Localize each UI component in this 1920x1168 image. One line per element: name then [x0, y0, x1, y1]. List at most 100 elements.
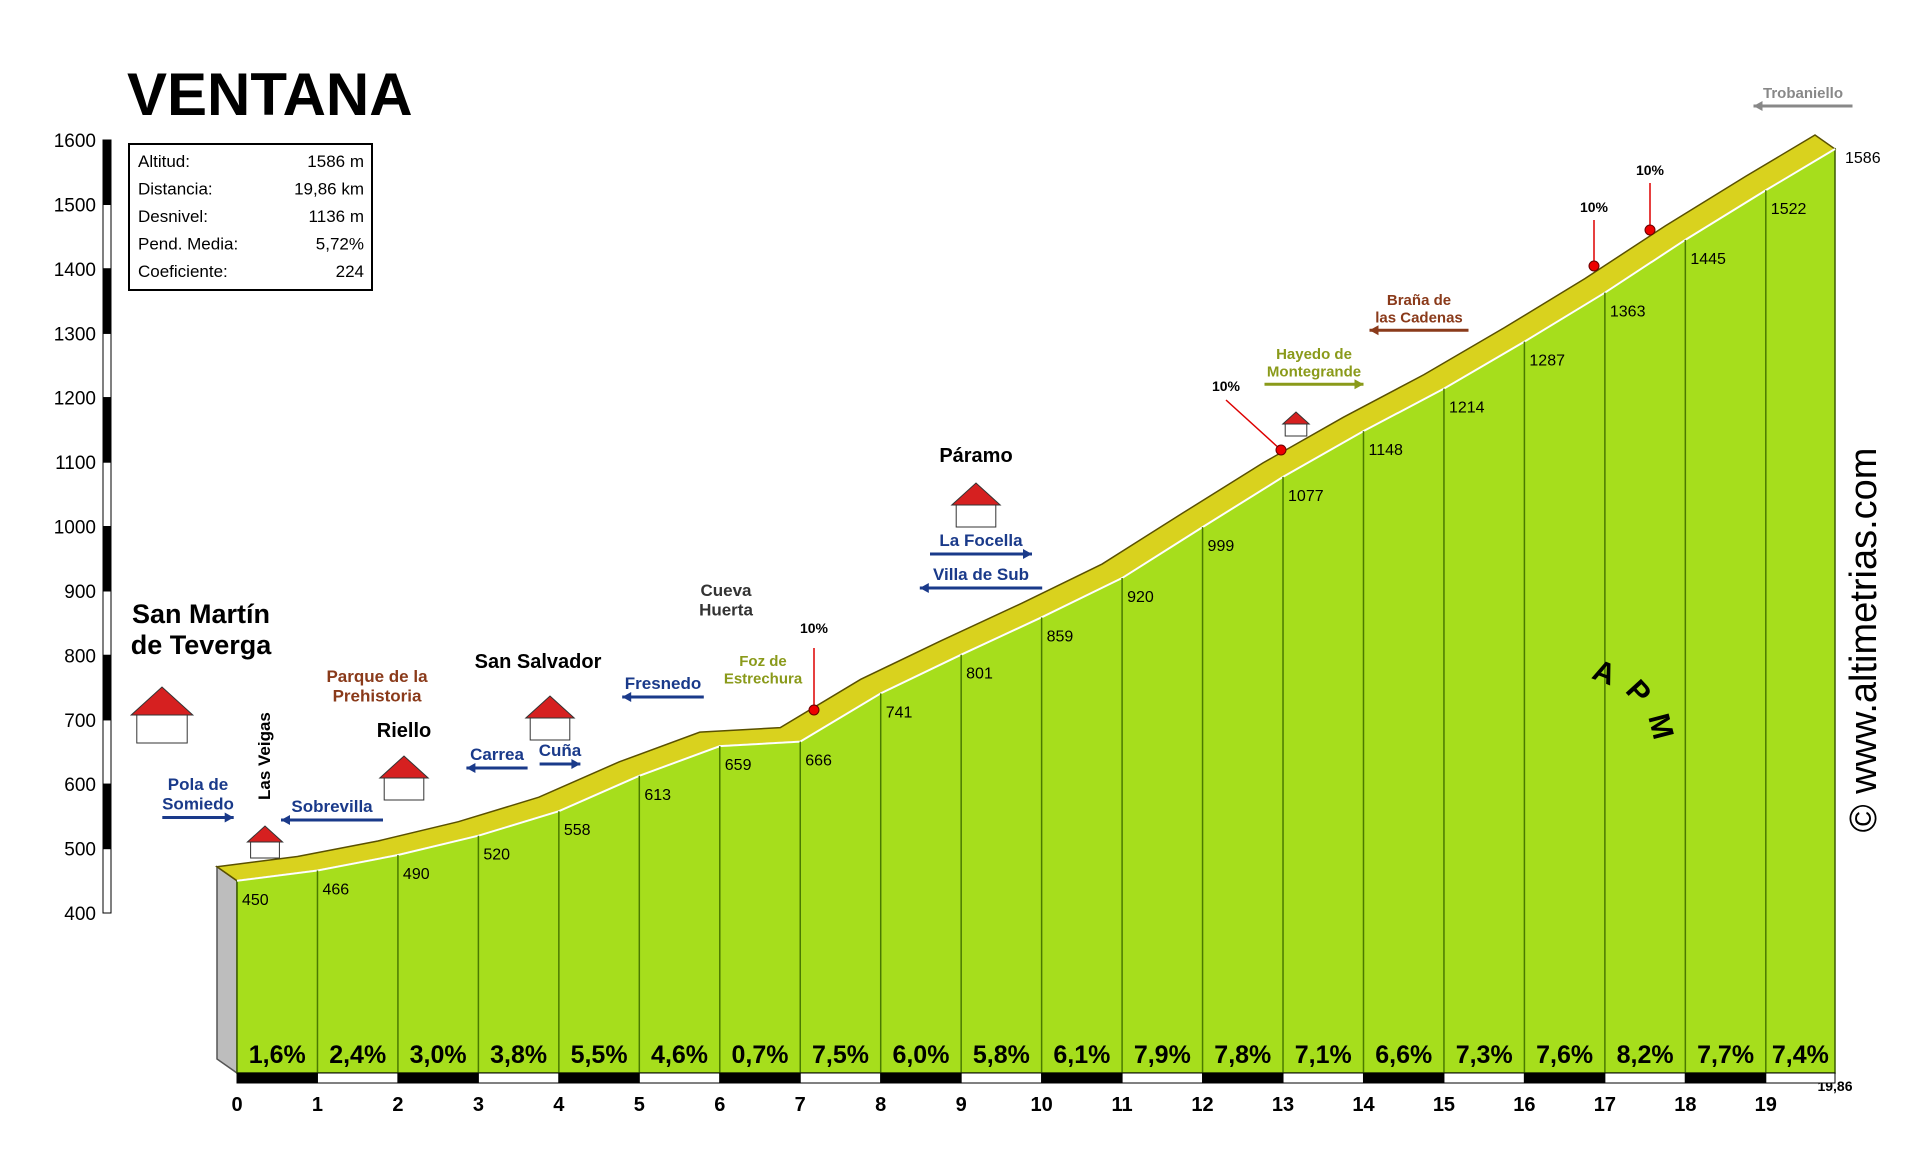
- gradient-label: 7,1%: [1295, 1041, 1352, 1069]
- annotation: © www.altimetrias.com: [1843, 448, 1885, 833]
- axis-ruler: [102, 139, 112, 205]
- x-tick-label: 14: [1352, 1094, 1375, 1116]
- info-label: Distancia:: [138, 180, 213, 199]
- house-icon: [250, 841, 280, 859]
- gradient-bar: [880, 1072, 962, 1084]
- altitude-label: 1077: [1288, 488, 1324, 505]
- axis-ruler: [102, 526, 112, 592]
- gradient-label: 7,8%: [1214, 1041, 1271, 1069]
- altitude-label: 1586: [1845, 150, 1881, 167]
- gradient-label: 2,4%: [329, 1041, 386, 1069]
- gradient-label: 6,1%: [1053, 1041, 1110, 1069]
- y-tick-label: 600: [64, 775, 96, 796]
- altitude-label: 1445: [1690, 251, 1726, 268]
- gradient-bar: [638, 1072, 721, 1084]
- axis-ruler: [102, 397, 112, 463]
- annotation: Carrea: [470, 745, 524, 764]
- gradient-label: 7,7%: [1697, 1041, 1754, 1069]
- annotation: Estrechura: [724, 670, 803, 687]
- x-tick-label: 19: [1755, 1094, 1777, 1116]
- annotation: Braña de: [1387, 292, 1451, 309]
- annotation: Foz de: [739, 653, 787, 670]
- x-tick-label: 7: [795, 1094, 806, 1116]
- y-tick-label: 1000: [54, 518, 96, 539]
- gradient-label: 8,2%: [1617, 1041, 1674, 1069]
- x-tick-label: 11: [1112, 1094, 1133, 1116]
- axis-ruler: [102, 268, 112, 334]
- y-tick-label: 1200: [54, 389, 96, 410]
- gradient-label: 6,0%: [892, 1041, 949, 1069]
- gradient-bar: [397, 1072, 479, 1084]
- gradient-bar: [1202, 1072, 1284, 1084]
- x-tick-label: 18: [1674, 1094, 1696, 1116]
- gradient-label: 4,6%: [651, 1041, 708, 1069]
- annotation: Páramo: [939, 445, 1012, 467]
- y-tick-label: 500: [64, 840, 96, 861]
- house-icon: [383, 777, 425, 801]
- y-tick-label: 1600: [54, 131, 96, 152]
- annotation-arrowhead: [1369, 325, 1379, 336]
- axis-ruler: [102, 203, 112, 270]
- gradient-bar: [799, 1072, 882, 1084]
- marker-line: [1225, 399, 1282, 451]
- gradient-bar: [719, 1072, 801, 1084]
- annotation-arrowhead: [1354, 379, 1364, 390]
- annotation: de Teverga: [131, 630, 273, 660]
- altitude-label: 741: [886, 704, 913, 721]
- house-icon: [1281, 411, 1311, 425]
- info-label: Coeficiente:: [138, 262, 228, 281]
- x-tick-label: 16: [1513, 1094, 1535, 1116]
- annotation: Riello: [377, 720, 431, 742]
- info-label: Desnivel:: [138, 207, 208, 226]
- annotation-arrowhead: [622, 692, 632, 702]
- gradient-bar: [1121, 1072, 1204, 1084]
- gradient-bar: [1684, 1072, 1767, 1084]
- x-tick-label: 6: [714, 1094, 725, 1116]
- annotation: San Salvador: [475, 651, 602, 673]
- gradient-label: 6,6%: [1375, 1041, 1432, 1069]
- annotation-arrowhead: [919, 583, 929, 593]
- axis-ruler: [102, 590, 112, 656]
- annotation-arrowhead: [281, 815, 290, 825]
- gradient-label: 5,8%: [973, 1041, 1030, 1069]
- house-icon: [1284, 423, 1308, 437]
- gradient-bar: [236, 1072, 318, 1084]
- altitude-label: 666: [805, 753, 832, 770]
- x-tick-label: 13: [1272, 1094, 1294, 1116]
- gradient-label: 5,5%: [571, 1041, 628, 1069]
- gradient-bar: [477, 1072, 560, 1084]
- altitude-label: 520: [483, 847, 510, 864]
- gradient-label: 7,9%: [1134, 1041, 1191, 1069]
- gradient-bar: [960, 1072, 1043, 1084]
- x-tick-label: 8: [875, 1094, 886, 1116]
- gradient-bar: [1041, 1072, 1123, 1084]
- chart-title: VENTANA: [127, 61, 413, 128]
- altitude-label: 1522: [1771, 201, 1807, 218]
- altitude-label: 801: [966, 666, 993, 683]
- x-tick-label: 15: [1433, 1094, 1455, 1116]
- annotation: las Cadenas: [1375, 309, 1463, 326]
- y-tick-label: 1500: [54, 195, 96, 216]
- marker-dot: [1588, 260, 1600, 272]
- axis-ruler: [102, 719, 112, 785]
- gradient-bar: [1523, 1072, 1606, 1084]
- y-tick-label: 1300: [54, 324, 96, 345]
- house-icon: [136, 714, 188, 744]
- x-tick-label: 0: [231, 1094, 242, 1116]
- annotation: Pola de: [168, 775, 228, 794]
- axis-ruler: [102, 332, 112, 399]
- annotation: La Focella: [939, 531, 1023, 550]
- annotation: 10%: [1636, 162, 1665, 178]
- annotation: Cueva: [700, 581, 752, 600]
- annotation: Hayedo de: [1276, 346, 1352, 363]
- gradient-label: 0,7%: [732, 1041, 789, 1069]
- gradient-label: 3,8%: [490, 1041, 547, 1069]
- x-tick-label: 17: [1594, 1094, 1616, 1116]
- info-value: 1136 m: [309, 207, 364, 226]
- house-icon: [129, 686, 195, 716]
- annotation-arrowhead: [466, 763, 476, 773]
- x-tick-label: 9: [956, 1094, 967, 1116]
- y-tick-label: 900: [64, 582, 96, 603]
- info-value: 224: [336, 262, 364, 281]
